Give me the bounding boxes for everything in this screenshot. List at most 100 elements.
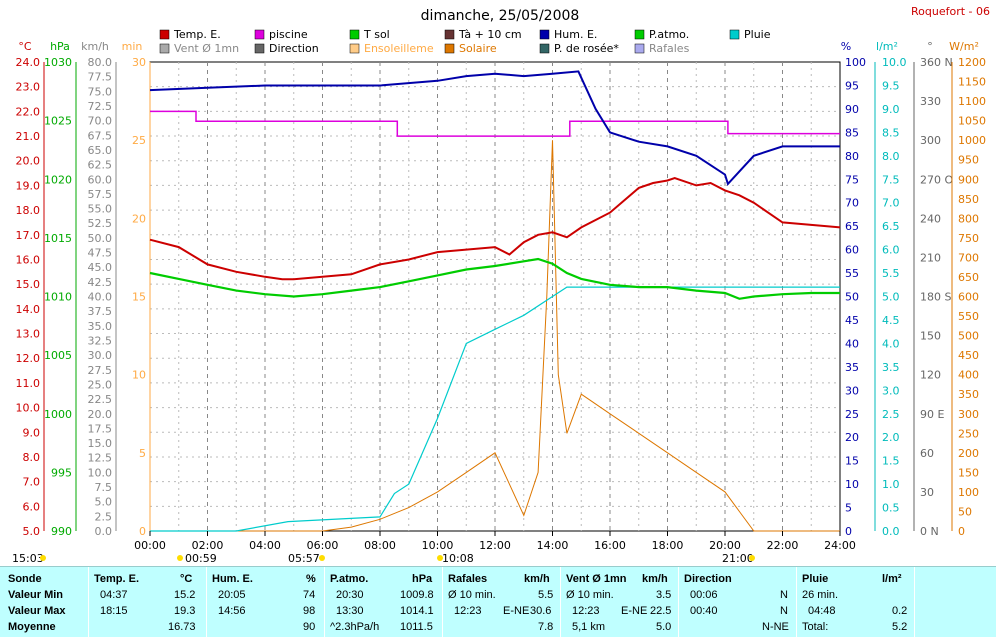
axis-unit-temp: °C [18,40,32,53]
x-tick-label: 12:00 [479,539,511,552]
legend-swatch [444,43,455,54]
tick-label-temp: 23.0 [16,81,41,94]
tick-label-wind: 77.5 [88,71,113,84]
pluie-head: Pluie [802,573,829,585]
row-label-min: Valeur Min [8,589,64,601]
vent-max-time: 12:23 [572,605,600,617]
tick-label-direction: 330 [920,95,941,108]
tick-label-rain: 5.0 [882,291,900,304]
legend-label: Temp. E. [173,28,221,41]
tick-label-pressure: 1015 [44,232,72,245]
tick-label-rain: 2.5 [882,408,900,421]
dir-max-time: 00:40 [690,605,718,617]
hum-max: 98 [303,605,316,617]
tick-label-minutes: 10 [132,369,146,382]
legend-swatch [539,43,550,54]
tick-label-solar: 1150 [958,76,986,89]
tick-label-solar: 600 [958,291,979,304]
axis-units: °C hPa km/h min% l/m² ° W/m² [18,40,978,53]
tick-label-temp: 12.0 [16,352,41,365]
raf-avg: 7.8 [538,621,554,633]
tick-label-wind: 65.0 [88,144,113,157]
patmo-head: P.atmo. [330,573,369,585]
series [149,70,841,532]
x-tick-label: 20:00 [709,539,741,552]
tick-label-wind: 47.5 [88,247,113,260]
location-label: Roquefort - 06 [911,5,990,18]
x-tick-label: 04:00 [249,539,281,552]
pluie-min-label: 26 min. [802,589,839,601]
series-line-pool [150,110,840,137]
tick-label-humidity: 90 [845,103,859,116]
tick-label-humidity: 10 [845,478,859,491]
tick-label-wind: 50.0 [88,232,113,245]
pluie-max-time: 04:48 [808,605,836,617]
tick-label-humidity: 30 [845,384,859,397]
tick-label-temp: 5.0 [23,525,41,538]
axis-unit-wind: km/h [81,40,109,53]
tick-label-rain: 8.0 [882,150,900,163]
legend-label: T sol [363,28,390,41]
tick-label-solar: 850 [958,193,979,206]
tick-label-wind: 75.0 [88,85,113,98]
tick-label-temp: 20.0 [16,155,41,168]
vent-avg: 5.0 [656,621,672,633]
tick-label-temp: 10.0 [16,402,41,415]
tick-label-humidity: 75 [845,173,859,186]
raf-max-dir: E-NE [503,605,530,617]
row-label-avg: Moyenne [8,621,56,633]
tick-label-humidity: 60 [845,244,859,257]
tick-label-rain: 6.5 [882,220,900,233]
tick-label-wind: 7.5 [95,481,113,494]
tick-label-rain: 4.0 [882,337,900,350]
vent-max: 22.5 [650,605,672,617]
legend-label: Ensoleilleme [364,42,434,55]
temp-max-time: 18:15 [100,605,128,617]
legend-label: Tà + 10 cm [458,28,522,41]
series-line-temp [149,176,841,281]
tick-label-wind: 15.0 [88,437,113,450]
tick-label-rain: 2.0 [882,431,900,444]
dir-min-time: 00:06 [690,589,718,601]
tick-label-solar: 750 [958,232,979,245]
tick-label-solar: 150 [958,466,979,479]
row-label-max: Valeur Max [8,605,66,617]
sun-moon-icon [319,555,325,561]
tick-label-temp: 13.0 [16,328,41,341]
legend-label: P. de rosée* [554,42,619,55]
tick-label-humidity: 35 [845,361,859,374]
sunrise-label: 05:57 [288,552,320,565]
vent-distance: 5,1 km [572,621,606,633]
tick-label-direction: 150 [920,330,941,343]
tick-label-wind: 32.5 [88,334,113,347]
tick-label-humidity: 100 [845,56,866,69]
legend-label: Pluie [744,28,771,41]
sun-moon-icon [749,555,755,561]
tick-label-temp: 24.0 [16,56,41,69]
x-tick-label: 22:00 [767,539,799,552]
tick-label-rain: 5.5 [882,267,900,280]
tick-label-solar: 1000 [958,134,986,147]
tick-label-wind: 52.5 [88,217,113,230]
legend-swatch [634,43,645,54]
legend: Temp. E. piscine T sol Tà + 10 cm Hum. E. P.a… [159,28,771,55]
tick-label-rain: 8.5 [882,126,900,139]
x-tick-label: 10:00 [422,539,454,552]
sun-moon-icon [40,555,46,561]
tick-label-pressure: 1030 [44,56,72,69]
time-mark-left: 15:03 [12,552,44,565]
dir-avg: N-NE [762,621,789,633]
tick-label-solar: 400 [958,369,979,382]
axis-unit-rain: l/m² [876,40,898,53]
tick-label-rain: 9.0 [882,103,900,116]
tick-label-wind: 17.5 [88,422,113,435]
tick-label-humidity: 20 [845,431,859,444]
tick-label-pressure: 990 [51,525,72,538]
raf-unit: km/h [524,573,550,585]
tick-label-humidity: 5 [845,502,852,515]
tick-label-wind: 70.0 [88,115,113,128]
tick-label-rain: 3.5 [882,361,900,374]
tick-label-rain: 1.5 [882,455,900,468]
hum-avg: 90 [303,621,316,633]
